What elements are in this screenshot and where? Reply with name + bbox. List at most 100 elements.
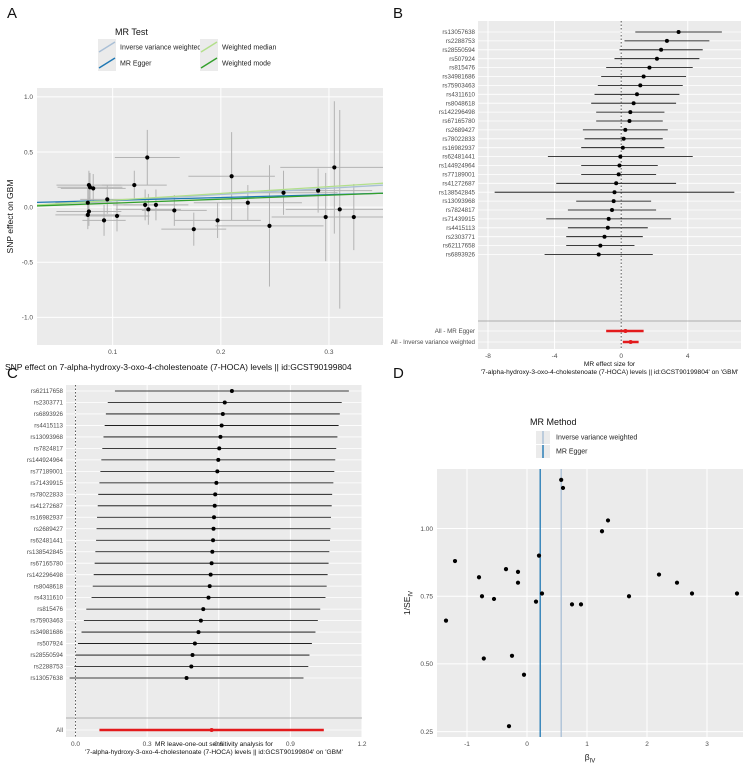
- snp-point: [267, 223, 272, 228]
- snp-label: rs67165780: [442, 118, 475, 125]
- snp-estimate-point: [213, 492, 218, 497]
- legend-key-line: [200, 57, 218, 69]
- snp-estimate-point: [190, 653, 195, 658]
- snp-point: [689, 591, 695, 596]
- snp-estimate-point: [215, 469, 220, 474]
- snp-estimate-point: [189, 664, 194, 669]
- x-tick-label: 0: [525, 741, 529, 748]
- panel-label-d: D: [393, 365, 404, 382]
- snp-point: [734, 591, 740, 596]
- snp-estimate-point: [620, 145, 625, 150]
- snp-label: rs16982937: [30, 514, 63, 521]
- y-tick-label: 0.25: [420, 729, 433, 736]
- snp-point: [153, 202, 159, 208]
- snp-label: rs2303771: [446, 234, 476, 241]
- y-axis-title: SNP effect on GBM: [5, 180, 15, 254]
- snp-point: [351, 214, 356, 220]
- x-tick-label: 0.3: [143, 741, 152, 748]
- snp-estimate-point: [634, 92, 639, 97]
- snp-label: rs62481441: [30, 537, 63, 544]
- snp-estimate-point: [229, 389, 234, 393]
- x-tick-label: -4: [552, 353, 558, 360]
- x-tick-label: 0.3: [324, 349, 333, 356]
- snp-label: rs144924964: [439, 163, 476, 170]
- snp-estimate-point: [618, 154, 623, 159]
- snp-point: [674, 580, 680, 585]
- snp-point: [215, 218, 220, 223]
- snp-estimate-point: [664, 38, 669, 43]
- legend-label: MR Egger: [120, 61, 152, 68]
- y-tick-label: 0.5: [24, 149, 33, 156]
- snp-estimate-point: [212, 515, 216, 520]
- snp-point: [85, 212, 90, 217]
- snp-label: rs8048618: [34, 583, 64, 590]
- snp-point: [479, 594, 485, 599]
- y-axis-title-subscript: IV: [409, 591, 415, 597]
- snp-label: rs2288753: [34, 664, 64, 671]
- snp-point: [599, 529, 605, 534]
- snp-estimate-point: [606, 216, 611, 221]
- snp-estimate-point: [611, 199, 616, 204]
- x-tick-label: 0.9: [286, 741, 295, 748]
- x-tick-label: 0.1: [108, 349, 117, 356]
- snp-label: rs77189001: [30, 468, 63, 475]
- snp-point: [476, 575, 482, 580]
- snp-label: rs62117658: [31, 388, 64, 395]
- panel-label-c: C: [7, 365, 18, 382]
- snp-label: rs71439915: [30, 480, 63, 487]
- legend-label: Weighted mode: [222, 61, 271, 68]
- panel-label-a: A: [7, 5, 17, 22]
- panel-a-scatter: -1.0 -0.5 0.0 0.5 1.0 0.1 0.2 0.3 SNP effect on …: [5, 27, 383, 372]
- y-tick-label: 0.75: [420, 594, 433, 601]
- snp-estimate-point: [198, 618, 203, 623]
- snp-point: [578, 602, 584, 607]
- snp-point: [481, 656, 486, 661]
- snp-estimate-point: [208, 572, 213, 577]
- snp-label: rs13057638: [30, 675, 63, 682]
- panel-d-funnel: 0.25 0.50 0.75 1.00 -1 0 1 2 3 MR Method Inverse v…: [402, 417, 743, 765]
- summary-label: All - Inverse variance weighted: [391, 339, 476, 346]
- snp-estimate-point: [631, 101, 636, 106]
- snp-label: rs41272687: [30, 503, 63, 510]
- snp-label: rs78022833: [442, 136, 475, 143]
- snp-label: rs4415113: [34, 423, 63, 430]
- snp-label: rs142296498: [27, 572, 64, 579]
- snp-estimate-point: [211, 538, 216, 543]
- snp-point: [533, 599, 539, 604]
- snp-estimate-point: [596, 252, 601, 257]
- snp-label: rs815476: [37, 606, 63, 613]
- y-axis-title: 1/SEIV: [402, 591, 415, 615]
- snp-point: [559, 477, 564, 482]
- snp-estimate-point: [209, 561, 214, 566]
- snp-estimate-point: [214, 480, 219, 485]
- legend-label: Weighted median: [222, 45, 276, 52]
- snp-label: rs6893926: [34, 411, 64, 418]
- x-tick-label: 4: [686, 353, 690, 360]
- snp-point: [569, 602, 575, 607]
- snp-label: rs138542845: [27, 549, 64, 556]
- snp-estimate-point: [614, 181, 619, 186]
- panel-c-leave-one-out: 0.0 0.3 0.6 0.9 1.2 rs62117658 rs2303771 rs6893…: [27, 385, 367, 756]
- snp-estimate-point: [647, 65, 652, 70]
- snp-estimate-point: [210, 549, 215, 554]
- snp-estimate-point: [206, 595, 211, 600]
- x-axis-title: SNP effect on 7-alpha-hydroxy-3-oxo-4-ch…: [5, 362, 352, 372]
- snp-label: rs28550594: [30, 652, 63, 659]
- snp-point: [323, 214, 328, 220]
- snp-label: rs75903463: [30, 618, 63, 625]
- summary-label: All: [56, 727, 63, 734]
- x-tick-label: 0.6: [214, 741, 223, 748]
- snp-point: [245, 200, 250, 205]
- legend-key-line: [98, 41, 116, 53]
- snp-estimate-point: [638, 83, 643, 88]
- x-tick-label: 3: [705, 741, 709, 748]
- snp-point: [146, 207, 151, 212]
- snp-label: rs41272687: [442, 180, 475, 187]
- snp-label: rs7824817: [34, 446, 64, 453]
- summary-estimate-point: [209, 728, 214, 732]
- snp-point: [560, 485, 566, 491]
- panel-label-b: B: [393, 5, 403, 22]
- snp-point: [281, 190, 286, 195]
- snp-label: rs142296498: [439, 109, 476, 116]
